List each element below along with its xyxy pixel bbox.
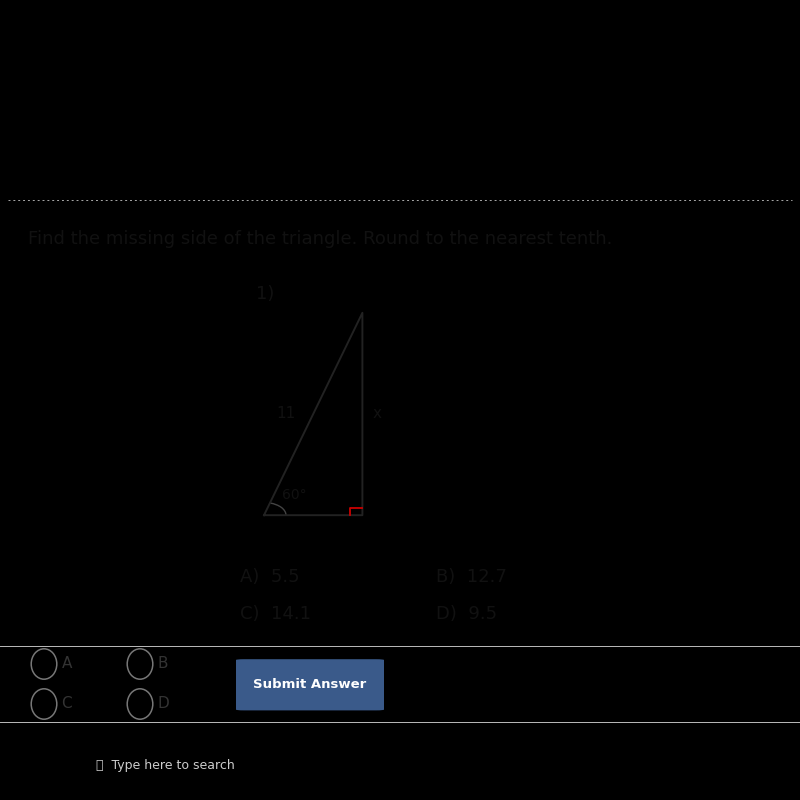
Text: 60°: 60°: [282, 488, 306, 502]
Text: x: x: [373, 406, 382, 422]
Text: A: A: [62, 657, 72, 671]
Text: C)  14.1: C) 14.1: [240, 605, 311, 623]
Text: 1): 1): [256, 286, 274, 303]
Text: Submit Answer: Submit Answer: [254, 678, 366, 691]
Text: Find the missing side of the triangle. Round to the nearest tenth.: Find the missing side of the triangle. R…: [28, 230, 612, 248]
Text: 11: 11: [276, 406, 296, 422]
FancyBboxPatch shape: [236, 659, 384, 710]
Text: D: D: [158, 697, 170, 711]
Text: B)  12.7: B) 12.7: [436, 568, 507, 586]
Text: C: C: [62, 697, 72, 711]
Text: A)  5.5: A) 5.5: [240, 568, 300, 586]
Text: B: B: [158, 657, 168, 671]
Text: ⌕  Type here to search: ⌕ Type here to search: [96, 759, 234, 772]
Text: D)  9.5: D) 9.5: [436, 605, 497, 623]
